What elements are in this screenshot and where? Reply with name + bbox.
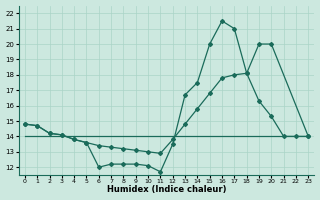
X-axis label: Humidex (Indice chaleur): Humidex (Indice chaleur) (107, 185, 226, 194)
